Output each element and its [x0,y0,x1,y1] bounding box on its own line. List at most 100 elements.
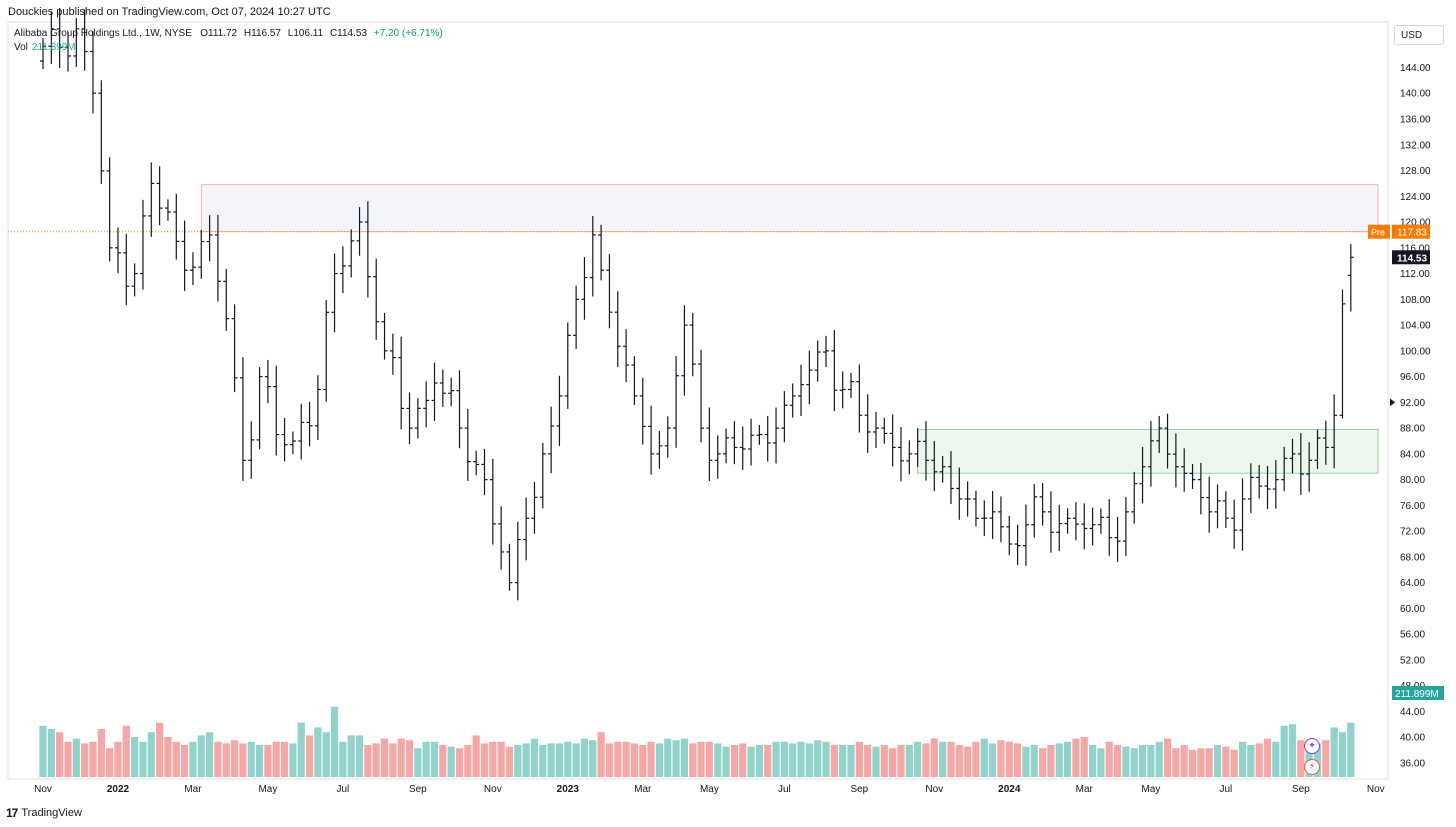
volume-bar [797,741,805,777]
volume-bar [455,748,464,777]
x-tick-label: Sep [850,784,868,795]
y-tick-label: 124.00 [1400,192,1431,203]
volume-bar [1022,746,1030,777]
volume-bar [597,732,605,777]
volume-bar [755,745,763,777]
sparkle-icon[interactable]: ✦ [1304,738,1320,754]
volume-bar [1205,748,1213,777]
volume-bar [964,746,972,777]
volume-bar [555,743,564,777]
volume-bar [305,735,314,777]
volume-bar [464,745,472,777]
x-tick-label: Jul [1219,784,1232,795]
volume-bar [747,746,755,777]
lightning-icon[interactable]: ⚡ [1304,759,1320,775]
tradingview-logo-icon: 17 [6,806,18,820]
x-tick-label: Nov [484,784,502,795]
volume-bar [1097,748,1105,777]
volume-bar [1263,738,1272,777]
volume-bar [522,743,530,777]
volume-bar [914,741,922,777]
volume-bar [314,727,322,777]
volume-bar [905,745,913,777]
volume-bar [422,741,430,777]
volume-bar [56,732,64,777]
volume-bar [605,743,614,777]
volume-bar [1113,745,1122,777]
volume-bar [822,741,830,777]
volume-bar [839,745,847,777]
y-tick-label: 132.00 [1400,140,1431,151]
symbol-legend: Alibaba Group Holdings Ltd., 1W, NYSE O1… [14,28,443,39]
volume-bar [664,738,672,777]
volume-bar [189,741,197,777]
volume-legend: Vol 211.899M [14,42,76,53]
volume-bar [805,743,813,777]
volume-bar [1122,746,1130,777]
symbol-name: Alibaba Group Holdings Ltd., 1W, NYSE [14,28,192,39]
y-tick-label: 120.00 [1400,218,1431,229]
volume-bar [547,743,555,777]
volume-bar [64,741,72,777]
open-value: 111.72 [208,28,238,39]
volume-bar [1055,743,1063,777]
volume-bar [1213,745,1222,777]
footer-brand-text: TradingView [21,807,82,819]
volume-bar [772,741,780,777]
y-tick-label: 64.00 [1400,578,1425,589]
volume-bar [872,746,880,777]
volume-bar [647,741,655,777]
volume-bar [280,741,289,777]
x-tick-label: 2022 [107,784,130,795]
volume-bar [289,743,297,777]
y-tick-label: 60.00 [1400,604,1425,615]
volume-bar [814,740,822,777]
x-tick-label: May [1141,784,1160,795]
volume-bar [972,741,980,777]
volume-bar [564,741,572,777]
volume-bar [89,741,97,777]
volume-bar [930,738,938,777]
volume-bar [97,729,105,777]
volume-bar [1197,748,1205,777]
volume-bar [689,743,697,777]
x-tick-label: Sep [409,784,427,795]
x-tick-label: Nov [1367,784,1385,795]
y-tick-label: 116.00 [1400,243,1430,254]
volume-bar [255,745,264,777]
volume-bar [889,748,897,777]
volume-bar [1322,740,1330,777]
x-tick-label: Mar [1076,784,1094,795]
volume-bar [572,743,580,777]
y-tick-label: 76.00 [1400,501,1425,512]
y-tick-label: 44.00 [1400,707,1425,718]
volume-bar [880,745,888,777]
x-tick-label: May [700,784,719,795]
volume-bar [497,741,505,777]
volume-bar [1180,745,1188,777]
volume-bar [480,743,489,777]
volume-bar [1138,745,1147,777]
volume-bar [997,740,1005,777]
y-tick-label: 92.00 [1400,398,1425,409]
volume-bar [472,735,480,777]
y-tick-label: 136.00 [1400,115,1431,126]
y-tick-label: 80.00 [1400,475,1425,486]
x-tick-label: Jul [336,784,349,795]
volume-bar [939,741,947,777]
volume-bar [447,746,455,777]
x-tick-label: Sep [1292,784,1310,795]
close-label: C [329,28,338,39]
volume-bar [680,738,689,777]
volume-bar [405,740,414,777]
x-tick-label: 2023 [557,784,580,795]
volume-bar [897,745,905,777]
x-tick-label: 2024 [998,784,1021,795]
currency-button[interactable]: USD [1394,25,1444,45]
volume-bar [1155,741,1163,777]
volume-bar [397,738,405,777]
volume-bar [739,743,747,777]
volume-bar [1105,741,1113,777]
publisher-text: Douckies published on TradingView.com, O… [8,6,331,18]
